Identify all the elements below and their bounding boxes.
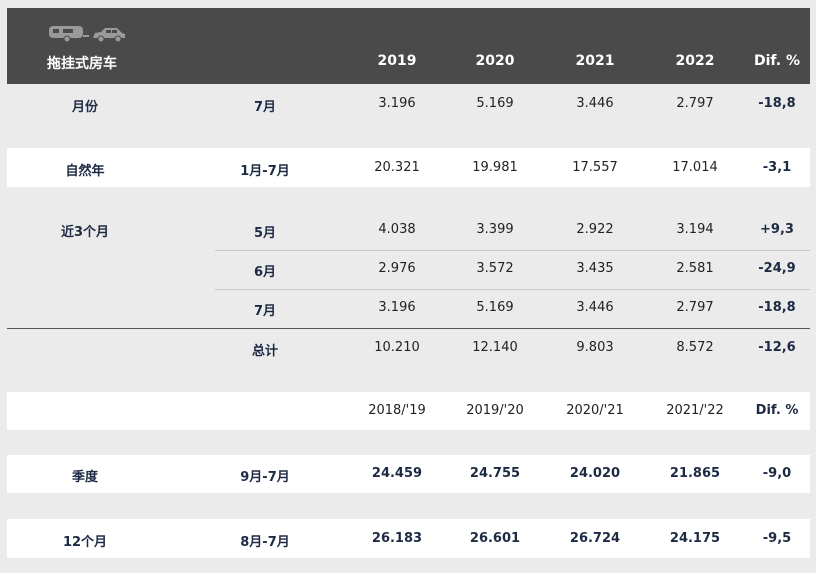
- value-cell: 24.020: [569, 466, 621, 481]
- dif-header: Dif. %: [755, 403, 799, 418]
- value-cell: 10.210: [374, 340, 420, 355]
- dif-cell: -3,1: [762, 160, 792, 175]
- row-period-total: 总计: [251, 344, 278, 359]
- value-cell: 24.175: [669, 531, 721, 546]
- table-row: [7, 148, 810, 187]
- value-cell: 3.435: [576, 261, 614, 276]
- value-cell: 26.183: [371, 531, 423, 546]
- table-title: 拖挂式房车: [47, 56, 117, 72]
- dif-cell: -18,8: [758, 96, 796, 111]
- row-label-season: 季度: [71, 470, 98, 485]
- dif-cell: -24,9: [758, 261, 796, 276]
- row-label-month: 月份: [71, 100, 98, 115]
- value-cell: 3.194: [676, 222, 714, 237]
- value-cell: 17.557: [572, 160, 618, 175]
- value-cell: 5.169: [476, 300, 514, 315]
- value-cell: 19.981: [472, 160, 518, 175]
- car-icon: [93, 28, 125, 43]
- table-header: 拖挂式房车 2019 2020 2021 2022 Dif. %: [7, 8, 810, 84]
- value-cell: 2.797: [676, 300, 714, 315]
- value-cell: 24.459: [371, 466, 423, 481]
- value-cell: 20.321: [374, 160, 420, 175]
- row-label-last-3-months: 近3个月: [60, 225, 110, 240]
- year-2021: 2021: [575, 53, 615, 69]
- caravan-icon: [49, 26, 89, 43]
- value-cell: 9.803: [576, 340, 614, 355]
- row-period: 9月-7月: [240, 470, 290, 485]
- value-cell: 3.446: [576, 96, 614, 111]
- value-cell: 8.572: [676, 340, 714, 355]
- value-cell: 5.169: [476, 96, 514, 111]
- value-cell: 3.572: [476, 261, 514, 276]
- value-cell: 26.601: [469, 531, 521, 546]
- dif-cell: -9,5: [762, 531, 792, 546]
- row-period: 7月: [253, 100, 277, 115]
- value-cell: 24.755: [469, 466, 521, 481]
- table-row: [7, 455, 810, 493]
- row-label-natural-year: 自然年: [65, 164, 105, 179]
- row-period: 6月: [253, 265, 277, 280]
- dif-cell: -9,0: [762, 466, 792, 481]
- value-cell: 3.399: [476, 222, 514, 237]
- value-cell: 4.038: [378, 222, 416, 237]
- row-period: 5月: [253, 226, 277, 241]
- row-label-12-months: 12个月: [62, 535, 108, 550]
- season-year: 2020/'21: [566, 403, 624, 418]
- value-cell: 21.865: [669, 466, 721, 481]
- value-cell: 3.446: [576, 300, 614, 315]
- dif-cell: -12,6: [758, 340, 796, 355]
- dif-cell: +9,3: [760, 222, 794, 237]
- value-cell: 3.196: [378, 96, 416, 111]
- row-period: 1月-7月: [240, 164, 290, 179]
- season-year: 2019/'20: [466, 403, 524, 418]
- value-cell: 2.797: [676, 96, 714, 111]
- season-header: [7, 392, 810, 430]
- year-2022: 2022: [675, 53, 715, 69]
- value-cell: 26.724: [569, 531, 621, 546]
- season-year: 2018/'19: [368, 403, 426, 418]
- value-cell: 17.014: [672, 160, 718, 175]
- value-cell: 2.581: [676, 261, 714, 276]
- table-row: [7, 519, 810, 558]
- dif-cell: -18,8: [758, 300, 796, 315]
- total-divider: [7, 328, 810, 329]
- row-period: 7月: [253, 304, 277, 319]
- row-period: 8月-7月: [240, 535, 290, 550]
- value-cell: 12.140: [472, 340, 518, 355]
- dif-header: Dif. %: [754, 53, 800, 69]
- row-divider: [215, 289, 810, 290]
- season-year: 2021/'22: [666, 403, 724, 418]
- year-2020: 2020: [475, 53, 515, 69]
- row-divider: [215, 250, 810, 251]
- value-cell: 2.976: [378, 261, 416, 276]
- value-cell: 2.922: [576, 222, 614, 237]
- value-cell: 3.196: [378, 300, 416, 315]
- year-2019: 2019: [377, 53, 417, 69]
